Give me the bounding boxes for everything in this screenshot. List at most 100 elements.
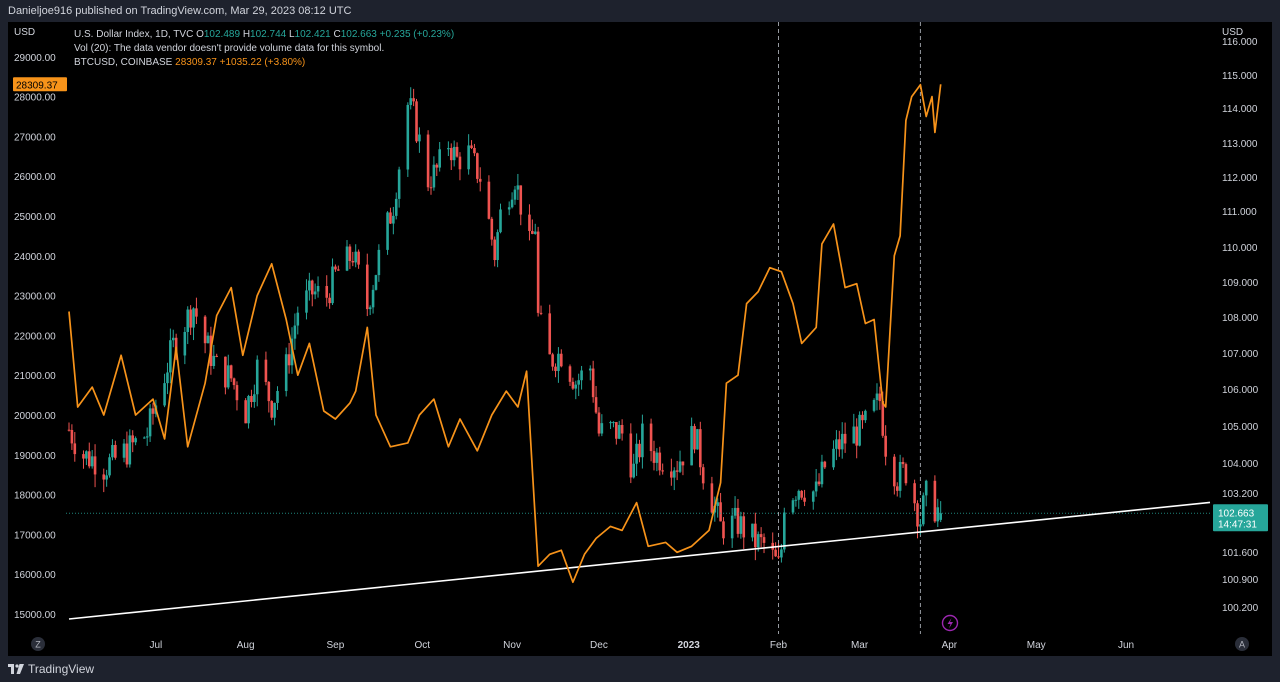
btc-price-line[interactable]: [68, 83, 942, 584]
dxy-candle: [551, 352, 554, 371]
dxy-candle-body: [348, 246, 352, 261]
dxy-candle: [105, 469, 108, 487]
dxy-candle-body: [287, 354, 291, 366]
lightning-event-icon[interactable]: [941, 614, 959, 632]
dxy-candles[interactable]: [67, 87, 942, 563]
dxy-candle: [325, 275, 329, 307]
dxy-candle-body: [652, 451, 656, 463]
trendline[interactable]: [68, 501, 1211, 620]
dxy-candle-body: [771, 542, 775, 550]
dxy-candle: [215, 353, 218, 358]
dxy-candle-body: [895, 486, 899, 491]
dxy-candle-body: [939, 513, 942, 520]
dxy-candle-body: [875, 393, 879, 400]
dxy-candle: [163, 373, 166, 408]
dxy-candle: [102, 468, 106, 493]
dxy-candle: [195, 297, 198, 325]
dxy-candle: [852, 413, 856, 444]
dxy-last-value-tag-text: 102.663: [1218, 508, 1255, 519]
dxy-candle-body: [447, 148, 450, 150]
dxy-candle-body: [557, 353, 560, 371]
dxy-candle-body: [195, 308, 198, 317]
dxy-candle-body: [513, 189, 517, 200]
dxy-candle: [672, 467, 676, 491]
dxy-candle: [397, 166, 401, 208]
dxy-candle: [296, 306, 300, 335]
dxy-candle: [284, 347, 288, 397]
dxy-candle: [577, 373, 580, 397]
dxy-candle-body: [852, 426, 856, 444]
dxy-candle: [878, 386, 882, 410]
dxy-candle-body: [224, 356, 227, 388]
chart-background: [8, 22, 1272, 656]
dxy-candle-body: [672, 470, 676, 478]
dxy-candle: [591, 360, 595, 403]
publish-header: Danieljoe916 published on TradingView.co…: [0, 0, 1280, 22]
dxy-candle-body: [811, 491, 815, 502]
dxy-candle: [128, 429, 132, 468]
publish-line: Danieljoe916 published on TradingView.co…: [8, 5, 352, 17]
dxy-candle-body: [554, 366, 557, 371]
time-axis-tick-label: 2023: [678, 640, 701, 651]
dxy-candle: [571, 377, 575, 390]
dxy-candle: [435, 163, 439, 177]
dxy-candle-body: [591, 368, 595, 398]
right-axis-button[interactable]: [1235, 637, 1249, 651]
chart-frame[interactable]: USD 15000.00 16000.00 17000.00 18000.00 19000…: [8, 22, 1272, 656]
dxy-candle-body: [536, 231, 540, 313]
dxy-candle-body: [635, 443, 638, 464]
dxy-candle: [548, 304, 552, 355]
dxy-candle: [212, 344, 216, 369]
dxy-candle: [701, 463, 705, 490]
dxy-candle-body: [528, 214, 531, 231]
dxy-candle: [681, 461, 685, 476]
left-price-axis[interactable]: USD 15000.00 16000.00 17000.00 18000.00 19000…: [13, 27, 67, 621]
dxy-candle: [426, 130, 430, 192]
legend-line-volume[interactable]: Vol (20): The data vendor doesn't provid…: [74, 43, 385, 54]
dxy-candle-body: [114, 444, 117, 458]
legend-high-label: H: [242, 29, 251, 40]
dxy-candle: [771, 532, 775, 560]
right-axis-tick-label: 104.000: [1222, 459, 1259, 470]
dxy-candle-body: [733, 507, 737, 516]
dxy-candle-body: [551, 354, 554, 367]
dxy-candle: [696, 428, 699, 450]
dxy-candle: [560, 349, 563, 368]
dxy-candle: [629, 423, 633, 484]
plot-area[interactable]: [66, 22, 1212, 634]
left-axis-unit-label: USD: [14, 27, 35, 38]
price-chart[interactable]: USD 15000.00 16000.00 17000.00 18000.00 19000…: [8, 22, 1272, 656]
dxy-candle-body: [490, 218, 494, 240]
dxy-candle: [409, 87, 413, 110]
left-axis-button[interactable]: [31, 637, 45, 651]
dxy-candle: [142, 436, 146, 439]
dxy-candle-body: [183, 331, 187, 356]
dxy-candle: [939, 501, 942, 523]
tradingview-logo[interactable]: TradingView: [8, 662, 94, 676]
dxy-candle-body: [548, 313, 552, 355]
time-axis[interactable]: Jul Aug Sep Oct Nov Dec 2023 Feb Mar Apr May Jun: [149, 640, 1134, 651]
dxy-candle: [67, 422, 71, 432]
btc-last-value-tag: [13, 77, 67, 92]
dxy-candle-body: [898, 461, 902, 491]
footer-bar: TradingView: [0, 656, 1280, 682]
legend-line-dxy[interactable]: U.S. Dollar Index, 1D, TVC O102.489 H102…: [74, 28, 454, 42]
dxy-candle: [904, 462, 908, 486]
dxy-candle: [898, 454, 902, 498]
dxy-candle-body: [389, 212, 392, 224]
dxy-candle: [287, 342, 291, 374]
dxy-candle-body: [232, 378, 236, 386]
dxy-candle: [203, 315, 207, 354]
right-axis-tick-label: 101.600: [1222, 548, 1259, 559]
dxy-candle: [276, 386, 279, 410]
right-price-axis[interactable]: USD100.200100.900101.600102.300103.20010…: [1213, 27, 1268, 614]
dxy-candle-body: [449, 148, 453, 161]
dxy-candle-body: [473, 148, 476, 154]
dxy-candle-body: [820, 461, 824, 485]
dxy-candle: [742, 512, 746, 549]
dxy-candle-body: [710, 483, 714, 513]
legend-line-btc[interactable]: BTCUSD, COINBASE 28309.37 +1035.22 (+3.8…: [74, 56, 454, 70]
dxy-candle-body: [516, 185, 520, 190]
dxy-candle-body: [803, 497, 806, 502]
